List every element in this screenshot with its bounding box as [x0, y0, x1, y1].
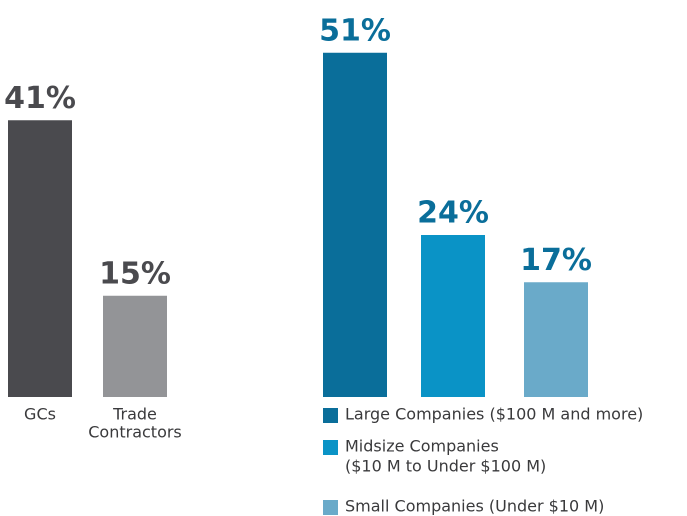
- value-label: 51%: [319, 13, 391, 48]
- x-tick-label: GCs: [24, 405, 56, 424]
- value-label: 24%: [417, 196, 489, 231]
- bar: [524, 282, 588, 397]
- value-label: 41%: [4, 81, 76, 116]
- value-label: 17%: [520, 243, 592, 278]
- bar: [323, 52, 387, 397]
- bar: [103, 295, 167, 397]
- x-tick-label: Trade: [112, 405, 157, 424]
- value-label: 15%: [99, 256, 171, 291]
- legend-label: Large Companies ($100 M and more): [345, 405, 643, 424]
- x-tick-label: Contractors: [88, 423, 182, 442]
- legend-label: ($10 M to Under $100 M): [345, 457, 546, 476]
- legend-swatch: [323, 500, 338, 515]
- legend-label: Small Companies (Under $10 M): [345, 497, 604, 516]
- bar: [421, 235, 485, 397]
- legend-swatch: [323, 408, 338, 423]
- bar: [8, 120, 72, 397]
- legend-swatch: [323, 440, 338, 455]
- legend-label: Midsize Companies: [345, 437, 499, 456]
